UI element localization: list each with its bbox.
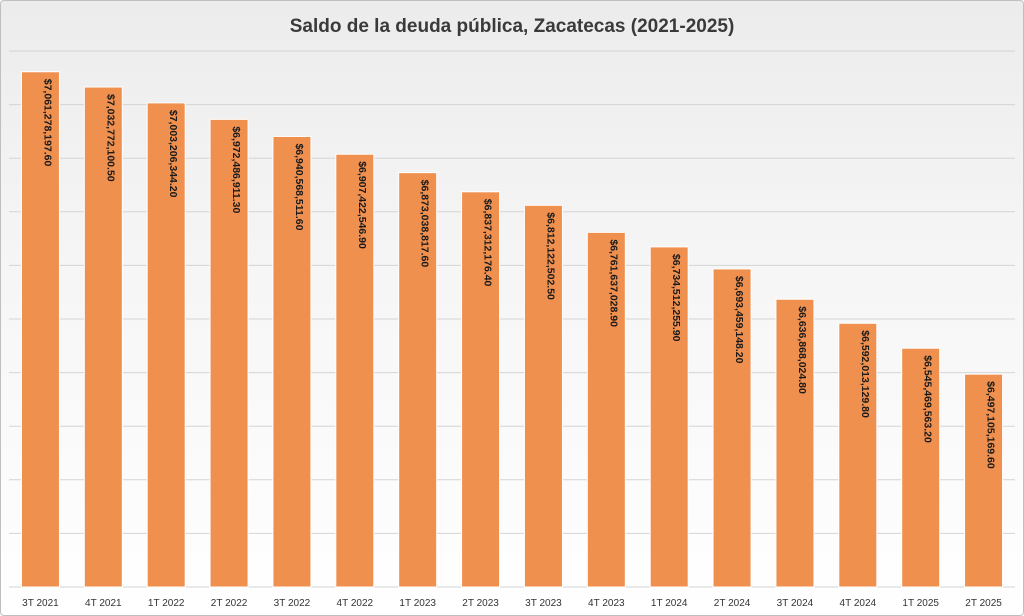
bars	[20, 71, 1004, 588]
x-tick-label: 4T 2022	[337, 598, 374, 609]
x-tick-label: 1T 2024	[651, 598, 688, 609]
data-label: $7,003,206,344.20	[167, 110, 179, 198]
bar-1t-2025	[901, 347, 941, 588]
x-tick-label: 1T 2023	[399, 598, 436, 609]
bar-3t-2021	[20, 71, 60, 588]
x-tick-label: 3T 2021	[22, 598, 59, 609]
data-label: $6,636,868,024.80	[796, 306, 808, 394]
x-tick-label: 2T 2024	[714, 598, 751, 609]
bar-1t-2023	[398, 172, 438, 588]
bar-2t-2022	[209, 118, 249, 588]
x-tick-label: 1T 2022	[148, 598, 185, 609]
data-label: $6,761,637,028.90	[607, 239, 619, 327]
x-tick-label: 4T 2023	[588, 598, 625, 609]
data-label: $6,873,038,817.60	[419, 180, 431, 268]
x-tick-label: 1T 2025	[902, 598, 939, 609]
x-tick-label: 2T 2023	[462, 598, 499, 609]
data-label: $6,812,122,502.50	[544, 212, 556, 300]
data-label: $6,592,013,129.80	[859, 330, 871, 418]
data-label: $6,545,469,563.20	[922, 355, 934, 443]
x-tick-label: 3T 2022	[274, 598, 311, 609]
bar-3t-2022	[272, 135, 312, 588]
x-tick-label: 2T 2025	[965, 598, 1002, 609]
data-label: $6,693,459,148.20	[733, 276, 745, 364]
data-label: $7,032,772,100.50	[104, 94, 116, 182]
x-tick-label: 2T 2022	[211, 598, 248, 609]
data-labels: $7,061,278,197.60 $7,032,772,100.50 $7,003…	[41, 79, 996, 469]
data-label: $6,972,486,911.30	[230, 126, 242, 213]
data-label: $6,940,568,511.60	[293, 143, 305, 230]
data-label: $6,734,512,255.90	[670, 254, 682, 342]
bar-4t-2021	[83, 86, 123, 588]
bar-1t-2022	[146, 102, 186, 588]
bar-3t-2023	[523, 204, 563, 588]
bar-2t-2023	[461, 191, 501, 588]
x-tick-label: 4T 2024	[840, 598, 877, 609]
x-tick-label: 3T 2024	[777, 598, 814, 609]
bar-2t-2024	[712, 268, 752, 588]
chart-title: Saldo de la deuda pública, Zacatecas (20…	[290, 16, 735, 37]
bar-4t-2023	[586, 231, 626, 588]
bar-2t-2025	[964, 373, 1004, 588]
bar-4t-2022	[335, 153, 375, 588]
x-tick-label: 4T 2021	[85, 598, 122, 609]
x-axis-ticks: 3T 2021 4T 2021 1T 2022 2T 2022 3T 2022 4T 20…	[22, 598, 1002, 609]
data-label: $6,497,105,169.60	[985, 381, 997, 469]
bar-3t-2024	[775, 298, 815, 588]
bar-1t-2024	[649, 246, 689, 588]
data-label: $6,837,312,176.40	[482, 199, 494, 287]
bar-4t-2024	[838, 322, 878, 588]
x-tick-label: 3T 2023	[525, 598, 562, 609]
data-label: $6,907,422,546.90	[356, 161, 368, 249]
data-label: $7,061,278,197.60	[41, 79, 53, 167]
